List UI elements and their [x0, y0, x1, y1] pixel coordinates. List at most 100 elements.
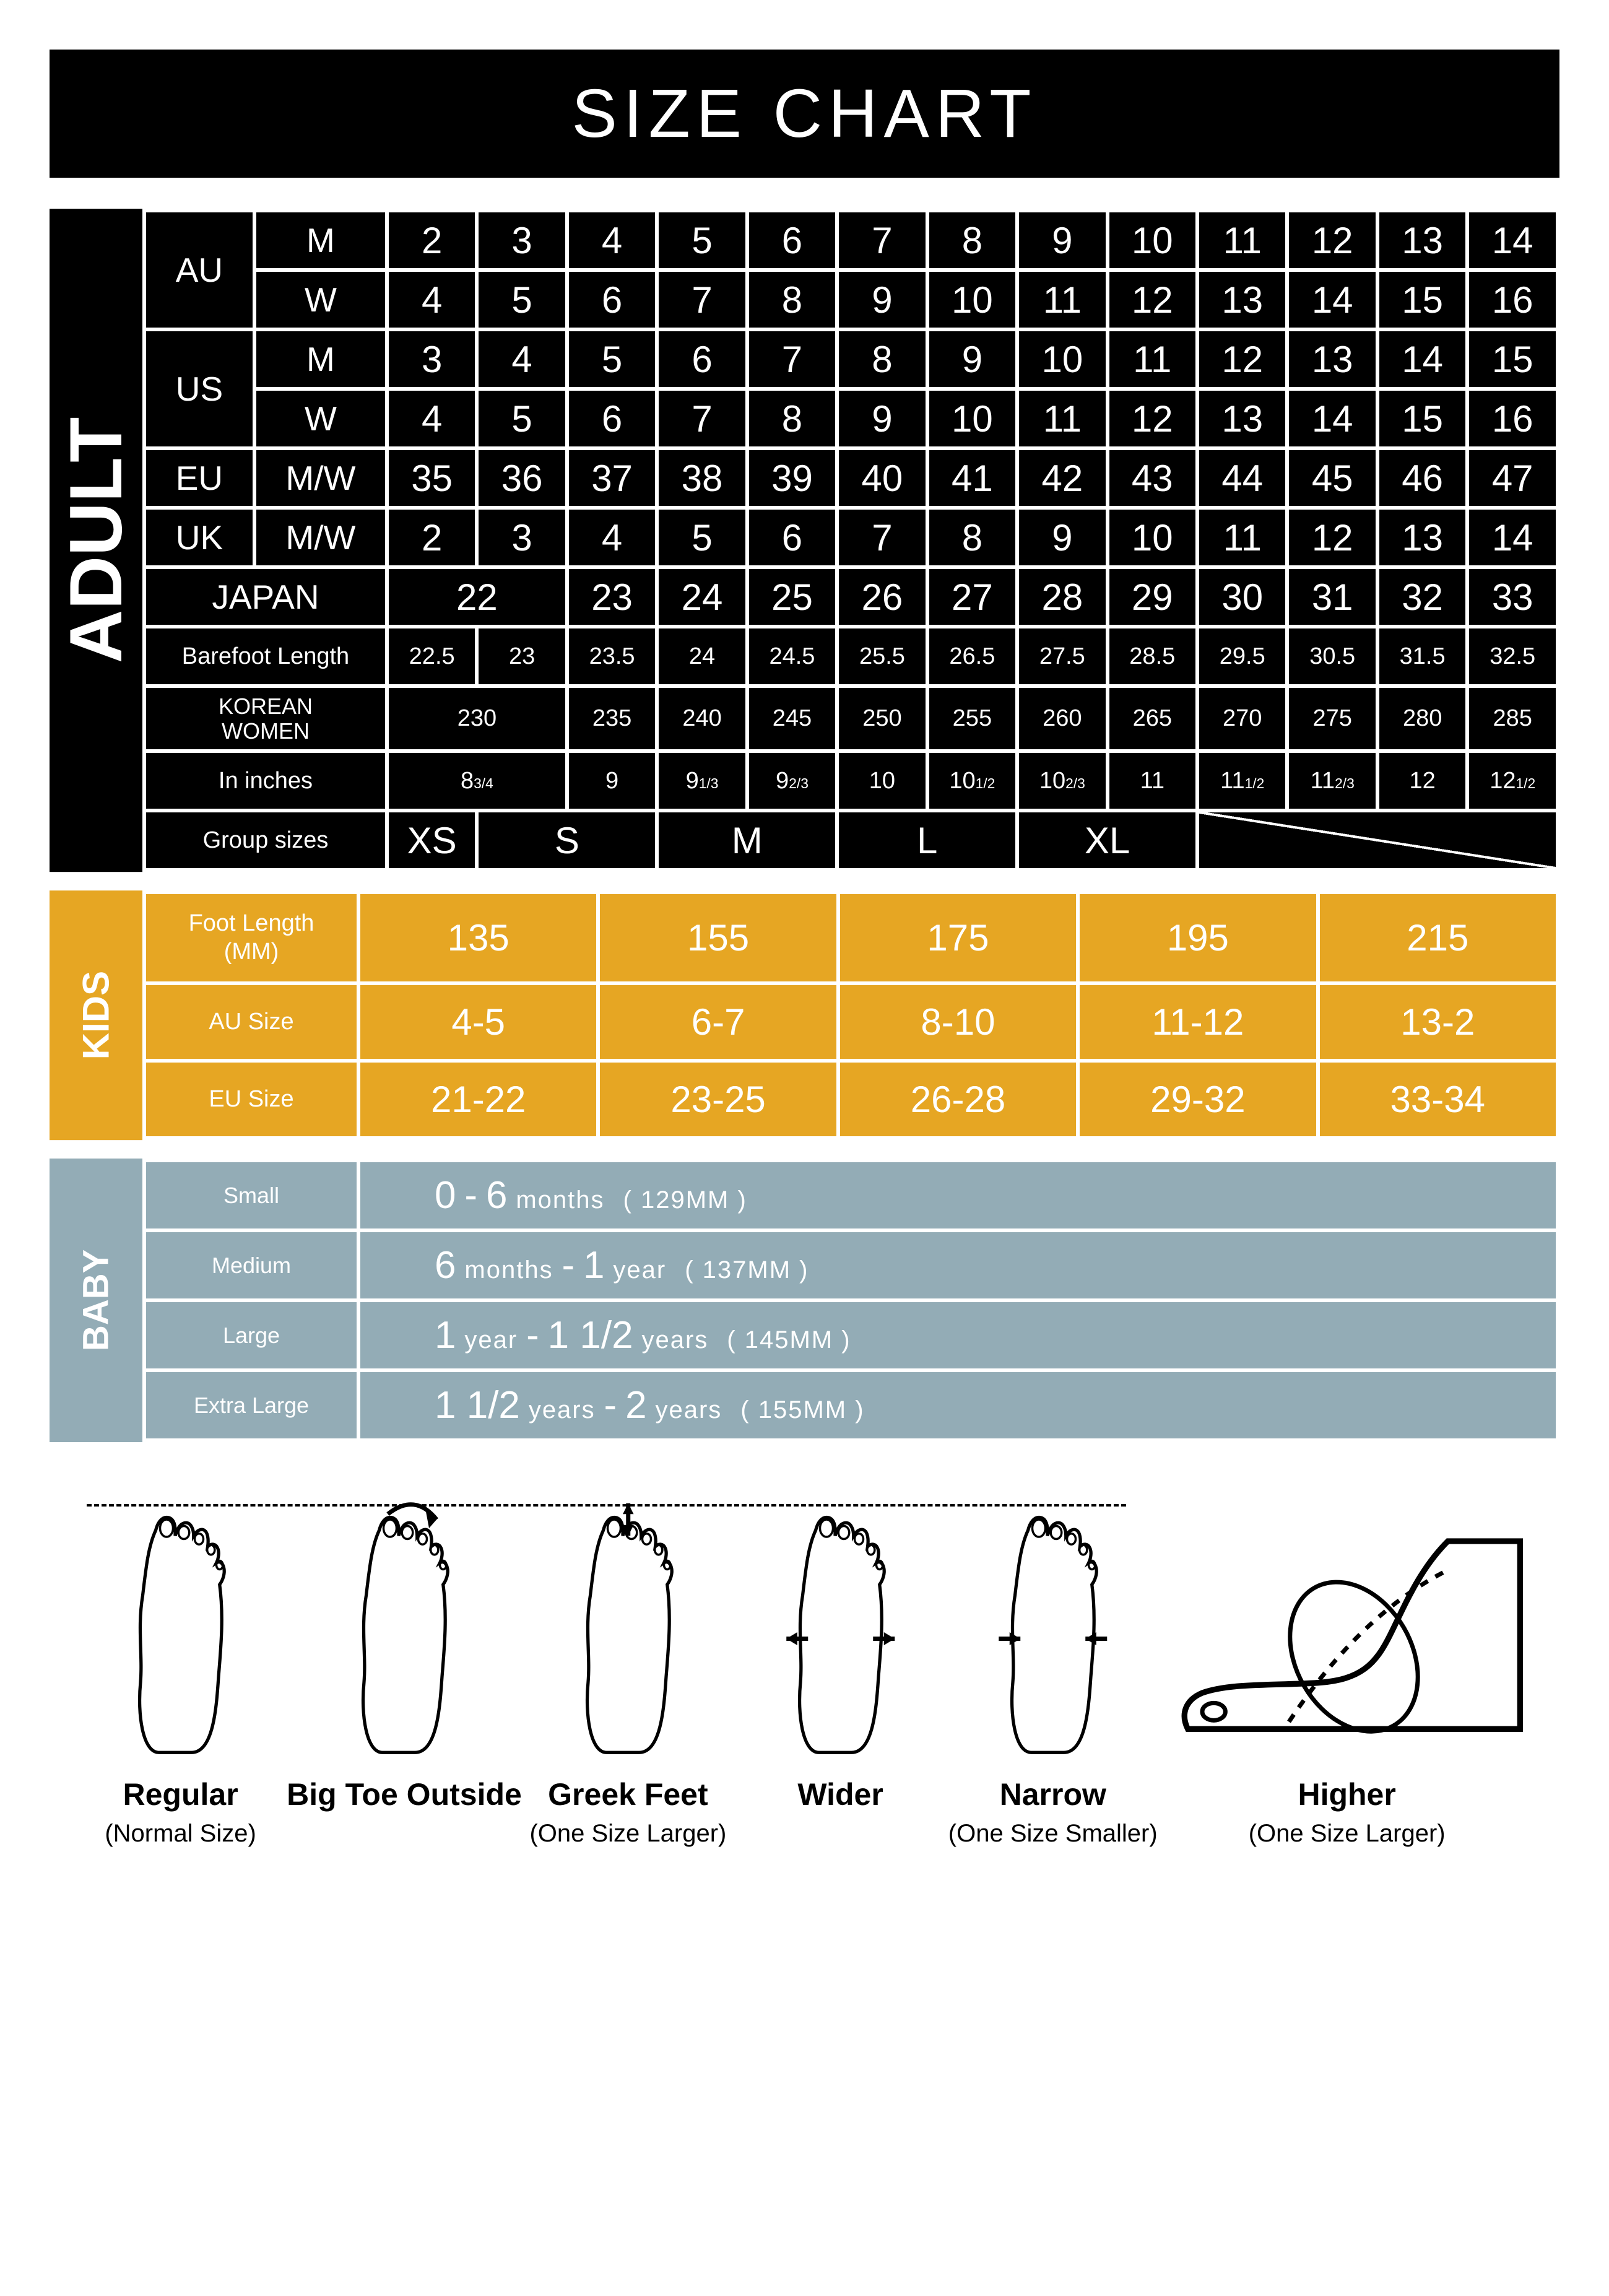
size-cell: 15 [1379, 391, 1465, 446]
region-label: US [146, 331, 253, 446]
size-cell: 5 [659, 510, 745, 565]
size-cell: 7 [839, 510, 925, 565]
kids-cell: 26-28 [840, 1063, 1076, 1136]
size-cell: 14 [1289, 272, 1375, 328]
foot-icon [770, 1498, 911, 1758]
size-cell: 11 [1019, 391, 1105, 446]
group-cell: XL [1019, 812, 1195, 868]
baby-table: Small0 - 6 months( 129MM )Medium6 months… [142, 1159, 1559, 1442]
kids-cell: 175 [840, 894, 1076, 981]
size-cell: 112/3 [1289, 753, 1375, 809]
size-cell: 15 [1469, 331, 1556, 387]
foot-title: Greek Feet [522, 1776, 734, 1812]
kids-cell: 155 [600, 894, 836, 981]
size-cell: 25.5 [839, 628, 925, 684]
size-cell: 245 [749, 688, 835, 749]
size-cell: 13 [1289, 331, 1375, 387]
foot-icon [558, 1498, 699, 1758]
size-cell: 92/3 [749, 753, 835, 809]
foot-title: Big Toe Outside [287, 1776, 522, 1812]
baby-cell: 1 year - 1 1/2 years( 145MM ) [360, 1302, 1556, 1368]
size-cell: 32 [1379, 569, 1465, 625]
size-cell: 29 [1109, 569, 1195, 625]
size-cell: 12 [1289, 212, 1375, 268]
kids-cell: 8-10 [840, 985, 1076, 1059]
feet-section: Regular(Normal Size) Big Toe Outside Gre… [50, 1498, 1559, 1848]
size-cell: 3 [389, 331, 475, 387]
group-cell: XS [389, 812, 475, 868]
size-cell: 240 [659, 688, 745, 749]
size-cell: 12 [1379, 753, 1465, 809]
kids-cell: 6-7 [600, 985, 836, 1059]
baby-section: BABY Small0 - 6 months( 129MM )Medium6 m… [50, 1159, 1559, 1442]
size-cell: 44 [1199, 450, 1285, 506]
size-cell: 23 [569, 569, 655, 625]
size-cell: 5 [659, 212, 745, 268]
size-cell: 4 [569, 212, 655, 268]
size-cell: 5 [569, 331, 655, 387]
size-cell: 29.5 [1199, 628, 1285, 684]
size-cell: 111/2 [1199, 753, 1285, 809]
size-cell: 22 [389, 569, 565, 625]
size-cell: 8 [749, 272, 835, 328]
size-cell: 6 [659, 331, 745, 387]
size-cell: 270 [1199, 688, 1285, 749]
size-cell: 4 [479, 331, 565, 387]
size-cell: 4 [389, 391, 475, 446]
size-cell: 39 [749, 450, 835, 506]
size-cell: 7 [749, 331, 835, 387]
kids-cell: 21-22 [360, 1063, 596, 1136]
size-cell: 30 [1199, 569, 1285, 625]
size-cell: 9 [839, 391, 925, 446]
size-cell: 8 [839, 331, 925, 387]
size-cell: 12 [1199, 331, 1285, 387]
size-cell: 13 [1199, 391, 1285, 446]
size-cell: 12 [1109, 272, 1195, 328]
size-cell: 121/2 [1469, 753, 1556, 809]
size-cell: 6 [749, 212, 835, 268]
kids-cell: 215 [1320, 894, 1556, 981]
size-cell: 40 [839, 450, 925, 506]
size-cell: 14 [1289, 391, 1375, 446]
foot-sub [287, 1820, 522, 1848]
size-cell: 260 [1019, 688, 1105, 749]
gender-label: W [256, 391, 385, 446]
size-cell: 31 [1289, 569, 1375, 625]
size-cell: 42 [1019, 450, 1105, 506]
size-cell: 47 [1469, 450, 1556, 506]
group-cell: S [479, 812, 655, 868]
inches-label: In inches [146, 753, 385, 809]
size-cell: 43 [1109, 450, 1195, 506]
foot-sub [734, 1820, 947, 1848]
size-cell: 7 [659, 272, 745, 328]
adult-table: AUM234567891011121314W456789101112131415… [142, 209, 1559, 872]
size-cell: 83/4 [389, 753, 565, 809]
size-cell: 9 [569, 753, 655, 809]
size-cell: 10 [929, 391, 1015, 446]
size-cell: 12 [1109, 391, 1195, 446]
size-cell: 11 [1109, 753, 1195, 809]
baby-row-label: Small [146, 1162, 357, 1228]
foot-title: Wider [734, 1776, 947, 1812]
size-cell: 41 [929, 450, 1015, 506]
size-cell: 22.5 [389, 628, 475, 684]
size-cell: 2 [389, 510, 475, 565]
foot-side-icon [1159, 1498, 1535, 1758]
size-cell: 14 [1469, 510, 1556, 565]
size-cell: 8 [929, 510, 1015, 565]
size-cell: 35 [389, 450, 475, 506]
size-cell: 6 [569, 391, 655, 446]
size-cell: 250 [839, 688, 925, 749]
foot-sub: (One Size Larger) [1159, 1820, 1535, 1848]
group-cell: M [659, 812, 835, 868]
size-cell: 10 [1109, 212, 1195, 268]
kids-cell: 13-2 [1320, 985, 1556, 1059]
size-cell: 11 [1109, 331, 1195, 387]
kids-cell: 195 [1080, 894, 1316, 981]
size-cell: 275 [1289, 688, 1375, 749]
size-cell: 46 [1379, 450, 1465, 506]
size-cell: 28 [1019, 569, 1105, 625]
kids-cell: 11-12 [1080, 985, 1316, 1059]
kids-row-label: AU Size [146, 985, 357, 1059]
size-cell: 37 [569, 450, 655, 506]
